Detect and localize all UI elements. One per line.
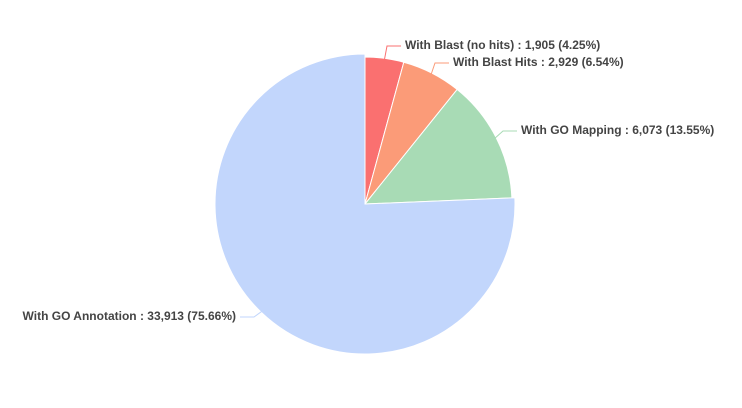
leader-line bbox=[240, 310, 263, 318]
leader-line bbox=[430, 62, 449, 76]
slice-label: With Blast (no hits) : 1,905 (4.25%) bbox=[405, 38, 600, 52]
pie-slice bbox=[214, 53, 516, 355]
leader-line bbox=[383, 45, 401, 61]
slice-label: With Blast Hits : 2,929 (6.54%) bbox=[453, 55, 624, 69]
slice-label: With GO Mapping : 6,073 (13.55%) bbox=[521, 123, 714, 137]
slice-label: With GO Annotation : 33,913 (75.66%) bbox=[23, 309, 236, 323]
leader-line bbox=[494, 130, 517, 140]
